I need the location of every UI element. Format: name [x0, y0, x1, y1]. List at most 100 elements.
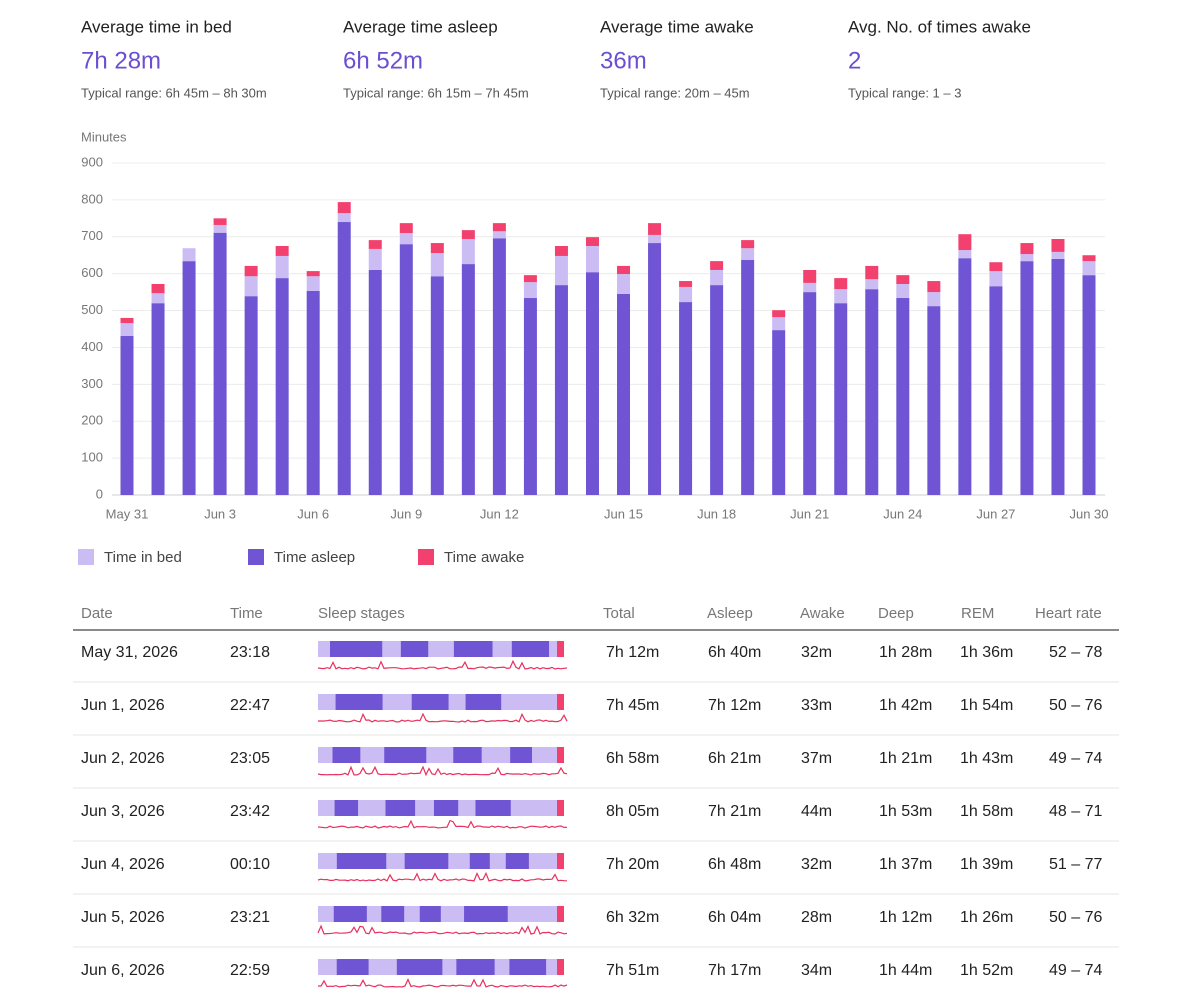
bar-segment [896, 298, 910, 495]
table-cell: 7h 17m [708, 962, 761, 979]
stage-deep [330, 641, 383, 657]
heart-rate-line [317, 871, 568, 882]
legend-swatch [248, 549, 264, 565]
x-tick-label: Jun 12 [480, 506, 519, 521]
bar-segment [1082, 255, 1096, 262]
stat-range: Typical range: 6h 45m – 8h 30m [81, 85, 267, 100]
bar-segment [803, 282, 817, 293]
table-cell: 1h 54m [960, 697, 1013, 714]
bar-segment [306, 271, 320, 277]
stage-deep [381, 906, 405, 922]
bar-segment [306, 276, 320, 292]
table-cell: 22:59 [230, 962, 270, 979]
bar-segment [617, 265, 631, 275]
bar-segment [554, 246, 568, 256]
bar-segment [772, 330, 786, 495]
stage-bg [318, 747, 557, 763]
column-header: Total [603, 605, 635, 622]
table-cell: 7h 20m [606, 856, 659, 873]
table-cell: Jun 4, 2026 [81, 856, 165, 873]
bar-segment [430, 243, 444, 254]
bar-segment [1082, 261, 1096, 276]
bar-segment [523, 298, 537, 495]
bar-segment [927, 306, 941, 495]
stage-awake [557, 853, 564, 869]
heart-rate-line [317, 659, 568, 670]
bar-segment [710, 261, 724, 270]
legend-label: Time in bed [104, 549, 182, 566]
bar-segment [337, 222, 351, 495]
table-cell: Jun 6, 2026 [81, 962, 165, 979]
bar-segment [523, 275, 537, 283]
y-tick-label: 500 [81, 302, 103, 317]
bar-segment [120, 336, 134, 495]
bar-segment [741, 260, 755, 495]
table-cell: 22:47 [230, 697, 270, 714]
y-tick-label: 400 [81, 339, 103, 354]
bar-segment [120, 323, 134, 337]
bar-segment [399, 233, 413, 245]
table-cell: 6h 48m [708, 856, 761, 873]
table-cell: 1h 37m [879, 856, 932, 873]
table-cell: 1h 42m [879, 697, 932, 714]
y-tick-label: 900 [81, 154, 103, 169]
table-cell: 50 – 76 [1049, 909, 1102, 926]
table-cell: 49 – 74 [1049, 962, 1102, 979]
heart-rate-line [317, 765, 568, 777]
bar-segment [989, 286, 1003, 495]
table-cell: 6h 40m [708, 644, 761, 661]
bar-segment [834, 289, 848, 304]
stage-deep [396, 959, 443, 975]
x-tick-label: Jun 18 [697, 506, 736, 521]
table-cell: Jun 3, 2026 [81, 803, 165, 820]
bar-segment [1051, 258, 1065, 495]
y-tick-label: 700 [81, 228, 103, 243]
x-tick-label: May 31 [106, 506, 149, 521]
x-tick-label: Jun 30 [1069, 506, 1108, 521]
bar-segment [772, 310, 786, 318]
bar-segment [585, 246, 599, 273]
bar-segment [679, 286, 693, 303]
stage-deep [509, 959, 547, 975]
stage-deep [505, 853, 529, 869]
y-tick-label: 200 [81, 413, 103, 428]
stat-range: Typical range: 6h 15m – 7h 45m [343, 85, 529, 100]
stage-deep [464, 906, 508, 922]
bar-segment [1051, 238, 1065, 252]
table-cell: 6h 21m [708, 750, 761, 767]
table-cell: 1h 12m [879, 909, 932, 926]
stage-deep [469, 853, 490, 869]
bar-segment [368, 248, 382, 270]
bar-segment [213, 232, 227, 495]
stage-deep [404, 853, 449, 869]
stage-awake [557, 800, 564, 816]
bar-segment [213, 218, 227, 225]
table-cell: 23:18 [230, 644, 270, 661]
table-cell: 1h 28m [879, 644, 932, 661]
bar-segment [461, 230, 475, 239]
table-cell: 00:10 [230, 856, 270, 873]
table-cell: 6h 58m [606, 750, 659, 767]
stat-label: Average time asleep [343, 17, 498, 36]
table-cell: 50 – 76 [1049, 697, 1102, 714]
bar-segment [492, 223, 506, 232]
stage-deep [384, 747, 427, 763]
stage-deep [433, 800, 459, 816]
bar-segment [1082, 275, 1096, 495]
bar-segment [617, 293, 631, 495]
bar-segment [648, 223, 662, 235]
table-cell: 1h 21m [879, 750, 932, 767]
stage-deep [453, 747, 482, 763]
table-cell: Jun 1, 2026 [81, 697, 165, 714]
bar-segment [244, 265, 258, 277]
stat-label: Average time awake [600, 17, 754, 36]
stage-deep [419, 906, 441, 922]
bar-segment [896, 275, 910, 284]
column-header: Sleep stages [318, 605, 405, 622]
column-header: Time [230, 605, 263, 622]
bar-segment [989, 271, 1003, 287]
bar-segment [492, 238, 506, 495]
column-header: REM [961, 605, 994, 622]
table-cell: 7h 12m [708, 697, 761, 714]
